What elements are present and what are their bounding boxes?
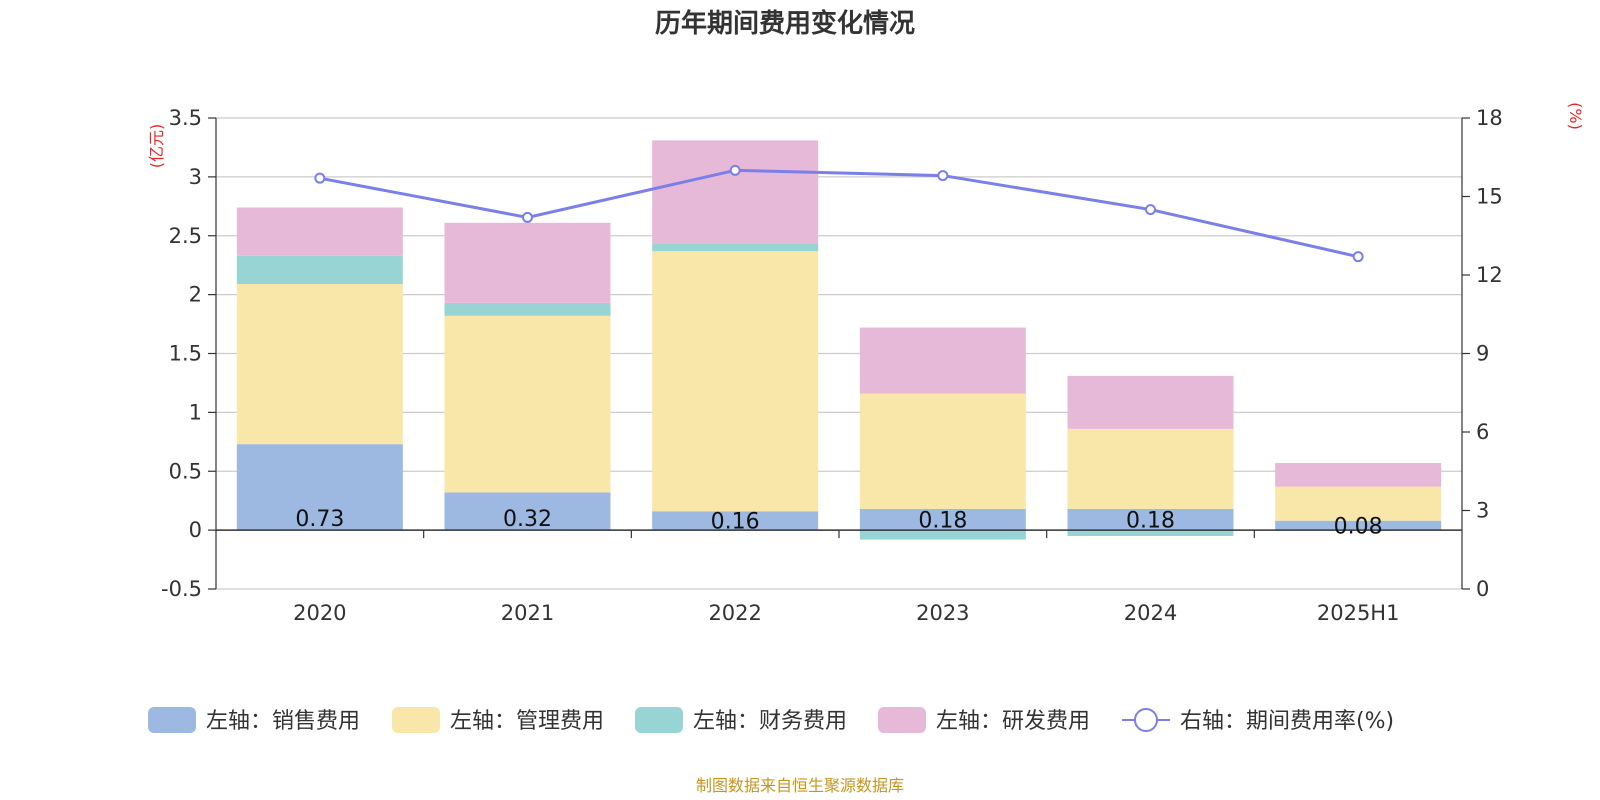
left-axis-tick-label: 3.5 — [169, 106, 202, 130]
bar-segment — [444, 315, 611, 493]
left-axis-tick-label: 1 — [189, 400, 202, 424]
rate-point — [729, 164, 741, 176]
x-axis-tick-label: 2025H1 — [1317, 601, 1400, 625]
bar-segment — [652, 511, 819, 531]
rate-point — [314, 172, 326, 184]
data-labels: 0.73 0.32 0.16 0.18 0.18 0.08 — [295, 507, 1382, 539]
legend-label: 左轴：管理费用 — [450, 709, 604, 734]
bar-segment — [1275, 520, 1442, 531]
x-axis-tick-label: 2024 — [1124, 601, 1177, 625]
legend: 左轴：销售费用 左轴：管理费用 左轴：财务费用 左轴：研发费用 右轴：期间费用率(%) — [148, 707, 1394, 734]
left-axis-tick-label: 2 — [189, 283, 202, 307]
bar-segment — [1067, 375, 1234, 429]
right-axis-tick-label: 0 — [1476, 577, 1489, 601]
grid-lines — [216, 117, 1462, 590]
left-axis-tick-label: 1.5 — [169, 342, 202, 366]
chart-title: 历年期间费用变化情况 — [655, 8, 915, 39]
bar-segment — [859, 393, 1026, 509]
right-axis-tick-label: 3 — [1476, 499, 1489, 523]
rate-point — [522, 211, 533, 223]
bar-segment — [1067, 530, 1234, 537]
legend-label: 右轴：期间费用率(%) — [1180, 709, 1394, 734]
legend-swatch — [148, 707, 196, 733]
x-axis-tick-label: 2023 — [916, 601, 969, 625]
legend-swatch — [878, 707, 926, 733]
x-axis-tick-label: 2021 — [501, 601, 554, 625]
rate-point — [1352, 251, 1364, 263]
bar-segment — [236, 207, 403, 256]
x-axis-tick-label: 2020 — [293, 601, 346, 625]
legend-label: 左轴：销售费用 — [206, 709, 360, 734]
bar-segment — [1275, 486, 1442, 521]
left-axis-tick-label: 3 — [189, 165, 202, 189]
left-axis-tick-label: -0.5 — [161, 577, 202, 601]
bar-segment — [444, 492, 611, 531]
axes: 3.5 3 2.5 2 1.5 1 0.5 0 -0.5 18 15 12 9 6 3 0 2020 2021 20… — [161, 106, 1503, 625]
bar-segment — [1275, 463, 1442, 487]
legend-swatch — [392, 707, 440, 733]
legend-swatch — [635, 707, 683, 733]
left-axis-tick-label: 2.5 — [169, 224, 202, 248]
right-axis-tick-label: 18 — [1476, 106, 1503, 130]
rate-point — [937, 170, 949, 182]
data-label: 0.32 — [503, 507, 552, 532]
bar-segment — [236, 284, 403, 445]
legend-label: 左轴：财务费用 — [693, 709, 847, 734]
right-axis-tick-label: 15 — [1476, 185, 1503, 209]
bar-segment — [859, 327, 1026, 394]
legend-label: 左轴：研发费用 — [936, 709, 1090, 734]
bar-segment — [859, 530, 1026, 540]
bar-segment — [1067, 428, 1234, 509]
legend-marker — [1134, 708, 1158, 732]
data-label: 0.08 — [1334, 514, 1383, 539]
bar-segment — [859, 508, 1026, 531]
rate-line-series — [314, 164, 1364, 263]
right-axis-tick-label: 9 — [1476, 342, 1489, 366]
right-axis-tick-label: 12 — [1476, 263, 1503, 287]
bar-segment — [652, 243, 819, 252]
left-axis-tick-label: 0.5 — [169, 459, 202, 483]
right-axis-unit: (%) — [1566, 102, 1585, 130]
left-axis-unit: (亿元) — [147, 124, 166, 169]
data-label: 0.18 — [1126, 509, 1175, 534]
bar-series — [236, 140, 1442, 540]
right-axis-tick-label: 6 — [1476, 420, 1489, 444]
bar-segment — [444, 222, 611, 303]
bar-segment — [652, 251, 819, 512]
data-label: 0.18 — [918, 509, 967, 534]
left-axis-tick-label: 0 — [189, 518, 202, 542]
x-axis-tick-label: 2022 — [708, 601, 761, 625]
bar-segment — [652, 140, 819, 244]
source-note: 制图数据来自恒生聚源数据库 — [696, 776, 904, 795]
rate-point — [1145, 204, 1156, 216]
bar-segment — [1067, 508, 1234, 531]
bar-segment — [444, 302, 611, 316]
rate-line — [319, 168, 1359, 259]
bar-segment — [236, 255, 403, 285]
data-label: 0.73 — [295, 507, 344, 532]
data-label: 0.16 — [711, 510, 760, 535]
bar-segment — [236, 444, 403, 531]
